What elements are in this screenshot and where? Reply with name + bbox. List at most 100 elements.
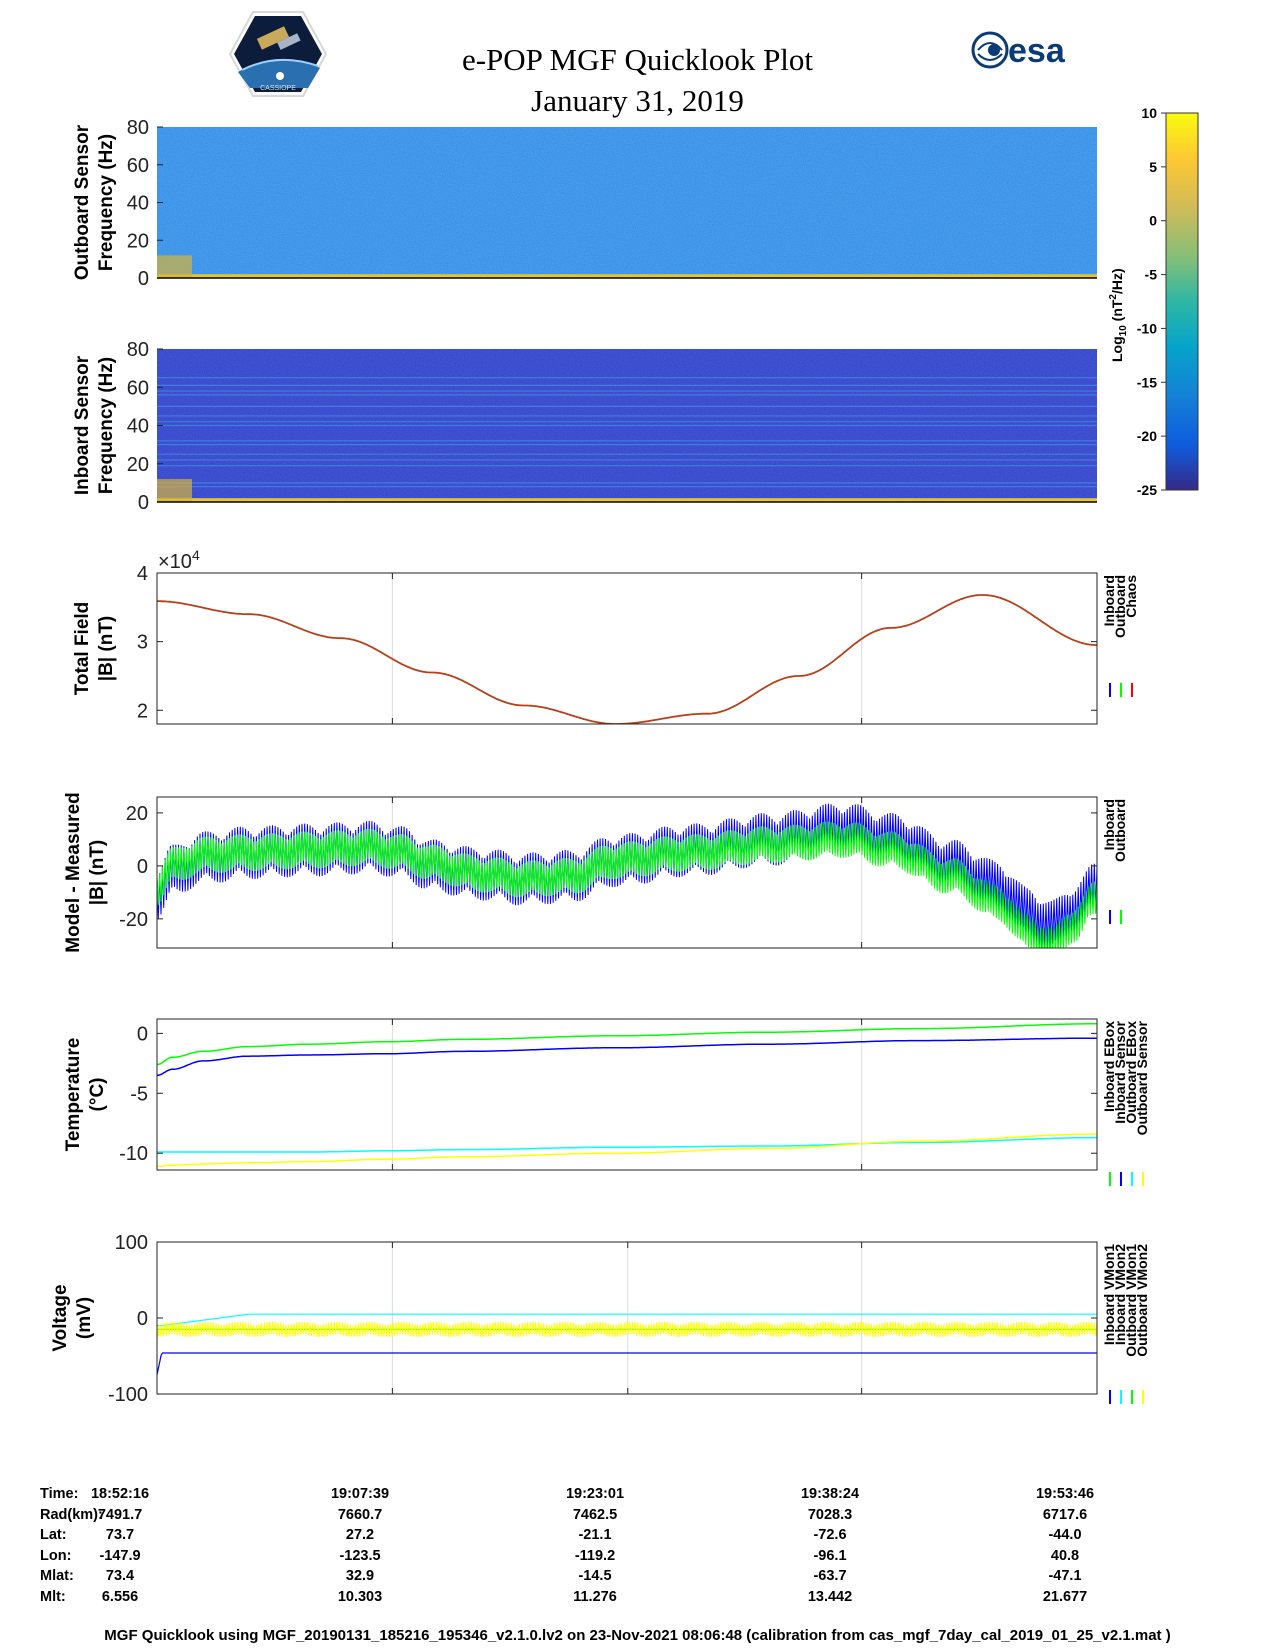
- p5-ytick-label: -5: [130, 1083, 148, 1105]
- legend-label-outboard-ebox: Outboard EBox: [1123, 1021, 1139, 1124]
- legend-label-inboard: Inboard: [1101, 799, 1117, 850]
- spec1-ytick-label: 20: [127, 230, 149, 252]
- spec2-ytick-label: 40: [127, 416, 149, 438]
- outboard-ylabel-line1: Outboard Sensor: [72, 124, 93, 280]
- p3-plot-area: [157, 573, 1097, 724]
- legend-label-inboard-vmon1: Inboard VMon1: [1101, 1244, 1117, 1345]
- colorbar-tick-label: 0: [1149, 213, 1157, 229]
- p3-ytick-label: 2: [137, 700, 148, 722]
- spec1-ytick-label: 60: [127, 155, 149, 177]
- legend-label-outboard: Outboard: [1112, 575, 1128, 638]
- legend-label-outboard-vmon2: Outboard VMon2: [1134, 1244, 1150, 1357]
- ephemeris-value: -63.7: [813, 1568, 847, 1584]
- spec1-ytick-label: 40: [127, 193, 149, 215]
- p6-ytick-label: 100: [115, 1232, 148, 1254]
- p5-ytick-label: 0: [137, 1023, 148, 1045]
- series-inboard-vmon2: [157, 1313, 1097, 1327]
- footer-note: MGF Quicklook using MGF_20190131_185216_…: [104, 1627, 1171, 1644]
- inboard-spectrogram: 0 20 40 60 80 Inboard Sensor Frequency (Hz): [72, 339, 1097, 514]
- ephemeris-value: 19:07:39: [330, 1486, 390, 1502]
- ephemeris-label: Mlat:: [40, 1568, 74, 1584]
- ephemeris-value: -96.1: [813, 1547, 847, 1564]
- colorbar-tick-label: -5: [1145, 267, 1158, 283]
- ephemeris-value: 13.442: [807, 1588, 853, 1605]
- ephemeris-value: 21.677: [1042, 1588, 1088, 1605]
- legend-label-inboard: Inboard: [1101, 575, 1117, 626]
- p6-plot-area: [157, 1242, 1097, 1394]
- series-inboard-vmon1: [157, 1352, 1097, 1376]
- ephemeris-value: -119.2: [574, 1547, 616, 1564]
- cassiope-logo: CASSIOPE: [228, 10, 328, 103]
- ephemeris-row-time: Time: 18:52:16 19:07:39 19:23:01 19:38:24 19:…: [40, 1486, 1220, 1507]
- ephemeris-value: 19:53:46: [1035, 1486, 1095, 1502]
- p4-ylabel-line2: |B| (nT): [87, 840, 108, 906]
- legend-label-outboard-vmon1: Outboard VMon1: [1123, 1244, 1139, 1357]
- colorbar-label: Log10 (nT2/Hz): [1108, 268, 1129, 362]
- ephemeris-row-mlt: Mlt: 6.556 10.303 11.276 13.442 21.677: [40, 1589, 1220, 1610]
- outboard-spectrogram-lowfreq-band: [157, 274, 1097, 278]
- p5-ytick-label: -10: [119, 1143, 148, 1165]
- page-title: e-POP MGF Quicklook Plot: [461, 42, 814, 77]
- ephemeris-value: -123.5: [339, 1547, 381, 1564]
- model-measured-panel: -20 0 20 Model - Measured |B| (nT) InboardOut…: [63, 792, 1128, 952]
- outboard-spectrogram-noise: [157, 127, 1097, 278]
- legend-label-chaos: Chaos: [1123, 575, 1139, 618]
- spec2-ytick-label: 0: [138, 492, 149, 514]
- ephemeris-value: 11.276: [573, 1588, 617, 1605]
- spec2-ytick-label: 20: [127, 454, 149, 476]
- ephemeris-value: 6.556: [101, 1588, 139, 1605]
- ephemeris-value: -44.0: [1048, 1527, 1082, 1543]
- spec1-ytick-label: 0: [138, 268, 149, 290]
- inboard-spectrogram-burst: [157, 479, 192, 502]
- ephemeris-value: 73.7: [105, 1527, 135, 1543]
- ephemeris-value: -72.6: [813, 1527, 847, 1543]
- ephemeris-value: 32.9: [345, 1568, 375, 1584]
- series-outboard-vmon2: [157, 1321, 1097, 1338]
- ephemeris-value: -147.9: [99, 1547, 141, 1564]
- legend-label-inboard-vmon2: Inboard VMon2: [1112, 1244, 1128, 1345]
- inboard-ylabel-line1: Inboard Sensor: [72, 355, 93, 495]
- colorbar-tick-label: -20: [1137, 428, 1157, 444]
- p4-ytick-label: 20: [126, 803, 148, 825]
- colorbar-tick-label: -25: [1137, 482, 1157, 498]
- ephemeris-value: 7660.7: [337, 1506, 383, 1523]
- ephemeris-value: 7462.5: [572, 1506, 618, 1523]
- spec1-ytick-label: 80: [127, 117, 149, 139]
- legend-label-inboard-ebox: Inboard EBox: [1101, 1021, 1117, 1112]
- colorbar-tick-label: -15: [1137, 374, 1157, 390]
- ephemeris-row-lon: Lon: -147.9 -123.5 -119.2 -96.1 40.8: [40, 1548, 1220, 1569]
- page-date: January 31, 2019: [531, 83, 744, 118]
- ephemeris-value: 6717.6: [1042, 1506, 1088, 1523]
- outboard-spectrogram: 0 20 40 60 80 Outboard Sensor Frequency (Hz): [72, 117, 1097, 290]
- legend-label-outboard: Outboard: [1112, 799, 1128, 862]
- temperature-panel: -10 -5 0 Temperature (°C) Inboard EBoxInboard…: [63, 1018, 1150, 1186]
- ephemeris-value: 19:23:01: [565, 1486, 625, 1502]
- colorbar-gradient: [1165, 112, 1199, 491]
- series-outboard-sensor: [157, 1133, 1097, 1168]
- inboard-ylabel-line2: Frequency (Hz): [96, 357, 117, 494]
- ephemeris-value: 73.4: [105, 1568, 135, 1584]
- p3-ylabel-line1: Total Field: [72, 602, 93, 696]
- ephemeris-row-lat: Lat: 73.7 27.2 -21.1 -72.6 -44.0: [40, 1527, 1220, 1548]
- series-outboard-ebox: [157, 1136, 1097, 1153]
- legend-label-inboard-sensor: Inboard Sensor: [1112, 1020, 1128, 1123]
- ephemeris-value: -21.1: [578, 1527, 612, 1543]
- colorbar-tick-label: -10: [1137, 320, 1157, 336]
- voltage-panel: -100 0 100 Voltage (mV) Inboard VMon1Inboard …: [50, 1232, 1150, 1406]
- ephemeris-label: Time:: [40, 1486, 79, 1502]
- ephemeris-value: -14.5: [578, 1568, 612, 1584]
- p3-ytick-label: 3: [137, 632, 148, 654]
- p6-ytick-label: -100: [108, 1384, 148, 1406]
- ephemeris-label: Rad(km):: [40, 1506, 103, 1523]
- series-inboard-sensor: [157, 1037, 1097, 1077]
- spec2-ytick-label: 80: [127, 339, 149, 361]
- ephemeris-value: 7028.3: [807, 1506, 853, 1523]
- p6-ytick-label: 0: [137, 1308, 148, 1330]
- esa-logo-text: esa: [1008, 32, 1066, 70]
- inboard-spectrogram-lowfreq-band: [157, 498, 1097, 502]
- ephemeris-value: 40.8: [1050, 1547, 1080, 1564]
- total-field-panel: ×104 2 3 4 Total Field |B| (nT) InboardOutboa…: [72, 547, 1139, 725]
- p6-ylabel-line2: (mV): [74, 1297, 95, 1339]
- p3-ytick-label: 4: [137, 563, 148, 585]
